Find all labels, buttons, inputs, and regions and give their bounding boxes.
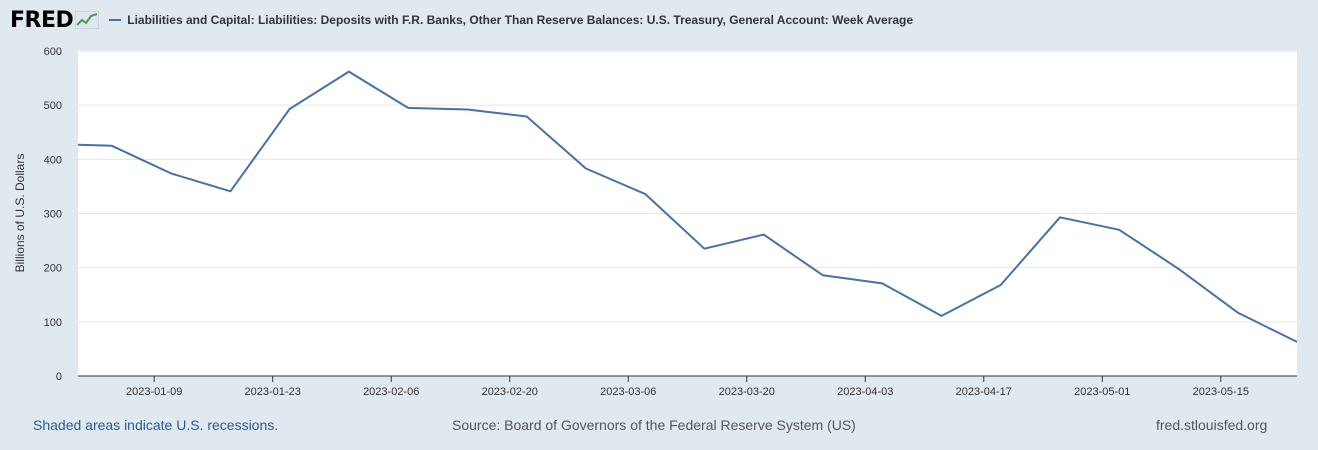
x-tick-label: 2023-01-09 bbox=[126, 386, 182, 398]
gridlines bbox=[78, 50, 1297, 323]
y-tick-label: 500 bbox=[44, 100, 62, 112]
y-axis-label: Billions of U.S. Dollars bbox=[13, 154, 27, 273]
x-tick-label: 2023-05-15 bbox=[1193, 386, 1249, 398]
x-tick-label: 2023-04-17 bbox=[956, 386, 1012, 398]
x-tick-label: 2023-03-06 bbox=[600, 386, 656, 398]
y-tick-label: 200 bbox=[44, 263, 62, 275]
x-tick-label: 2023-02-20 bbox=[482, 386, 538, 398]
y-tick-label: 0 bbox=[56, 371, 62, 383]
series-group bbox=[77, 70, 1298, 343]
chart-legend: Liabilities and Capital: Liabilities: De… bbox=[109, 13, 913, 27]
y-tick-label: 300 bbox=[44, 209, 62, 221]
recessions-note: Shaded areas indicate U.S. recessions. bbox=[33, 417, 279, 433]
y-tick-label: 400 bbox=[44, 154, 62, 166]
site-link[interactable]: fred.stlouisfed.org bbox=[1156, 417, 1268, 433]
fred-logo-graph-icon bbox=[75, 11, 100, 29]
x-tick-label: 2023-01-23 bbox=[245, 386, 301, 398]
fred-logo-text: FRED bbox=[10, 7, 74, 33]
source-text: Source: Board of Governors of the Federa… bbox=[452, 417, 856, 433]
series-line[interactable] bbox=[77, 70, 1298, 343]
fred-logo[interactable]: FRED bbox=[10, 7, 100, 33]
x-tick-label: 2023-04-03 bbox=[837, 386, 893, 398]
x-tick-label: 2023-03-20 bbox=[719, 386, 775, 398]
y-tick-label: 100 bbox=[44, 317, 62, 329]
x-axis: 2023-01-09 2023-01-23 2023-02-06 2023-02-20… bbox=[78, 375, 1297, 398]
y-tick-label: 600 bbox=[44, 46, 62, 58]
y-axis: 0 100 200 300 400 500 600 bbox=[44, 46, 62, 383]
legend-series-title: Liabilities and Capital: Liabilities: De… bbox=[127, 13, 914, 27]
legend-line-swatch bbox=[109, 19, 122, 21]
x-tick-label: 2023-02-06 bbox=[363, 386, 419, 398]
x-tick-label: 2023-05-01 bbox=[1074, 386, 1130, 398]
chart-header: FRED Liabilities and Capital: Liabilitie… bbox=[10, 6, 913, 34]
